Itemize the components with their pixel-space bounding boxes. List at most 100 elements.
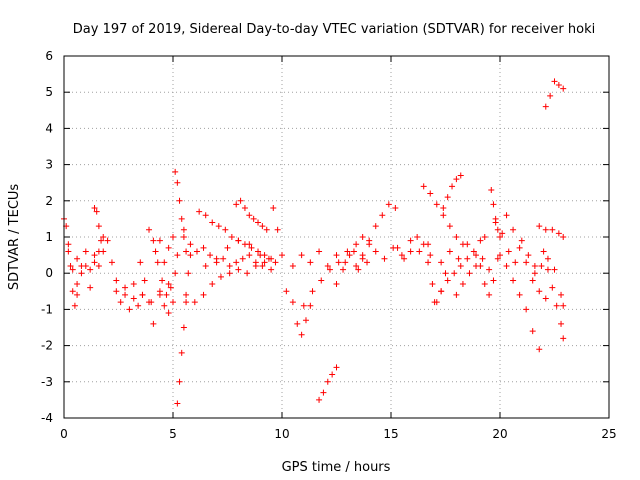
data-point [67, 262, 74, 269]
data-point [385, 201, 392, 208]
data-point [516, 244, 523, 251]
series-arc-31 [438, 234, 488, 266]
data-point [146, 299, 153, 306]
x-tick-label: 25 [601, 427, 616, 441]
data-point [551, 78, 558, 85]
data-point [174, 179, 181, 186]
data-point [74, 291, 81, 298]
data-point [222, 226, 229, 233]
series-arc-19 [289, 299, 314, 338]
data-point [555, 230, 562, 237]
data-point [444, 194, 451, 201]
data-point [69, 266, 76, 273]
data-point [69, 288, 76, 295]
data-point [176, 197, 183, 204]
data-point [95, 262, 102, 269]
data-point [477, 237, 484, 244]
data-point [512, 259, 519, 266]
data-point [555, 81, 562, 88]
data-point [255, 219, 262, 226]
data-point [505, 248, 512, 255]
series-arc-41 [542, 78, 567, 110]
x-tick-label: 0 [60, 427, 68, 441]
series-arc-16 [202, 237, 275, 273]
data-point [228, 234, 235, 240]
series-arc-06 [113, 277, 172, 306]
data-point [270, 205, 277, 212]
series-arc-18 [270, 205, 290, 295]
data-point [183, 291, 190, 298]
data-point [191, 299, 198, 306]
data-point [518, 237, 525, 244]
data-point [420, 241, 427, 248]
data-point [183, 299, 190, 306]
data-point [344, 248, 351, 255]
data-point [261, 259, 268, 266]
data-point [510, 277, 517, 284]
data-point [226, 270, 233, 277]
data-point [490, 277, 497, 284]
data-point [333, 281, 340, 288]
data-point [183, 248, 190, 255]
data-point [481, 281, 488, 288]
data-point [446, 248, 453, 255]
data-point [87, 266, 94, 273]
data-point [420, 183, 427, 190]
data-point [457, 172, 464, 179]
data-point [523, 306, 530, 313]
data-point [529, 328, 536, 335]
data-point [342, 259, 349, 266]
data-point [220, 255, 227, 262]
data-point [82, 262, 89, 269]
data-point [414, 234, 421, 240]
data-point [200, 291, 207, 298]
data-point [272, 259, 279, 266]
data-point [381, 255, 388, 262]
data-point [302, 317, 309, 324]
series-arc-40 [540, 248, 567, 342]
data-point [170, 299, 176, 306]
data-point [551, 266, 558, 273]
data-point [309, 288, 316, 295]
data-point [457, 262, 464, 269]
data-point [438, 259, 445, 266]
data-point [544, 266, 551, 273]
data-point [241, 205, 248, 212]
data-point [178, 215, 185, 222]
data-point [324, 378, 331, 385]
data-point [558, 291, 565, 298]
data-point [193, 248, 200, 255]
data-point [326, 266, 333, 273]
data-point [161, 259, 168, 266]
data-point [248, 244, 255, 251]
y-axis-label: SDTVAR / TECUs [7, 184, 22, 291]
data-point [239, 255, 246, 262]
data-point [82, 248, 89, 255]
series-arc-01 [61, 215, 81, 309]
data-point [494, 226, 501, 233]
data-point [350, 248, 357, 255]
series-arc-11 [172, 168, 190, 255]
data-point [122, 291, 129, 298]
series-arc-28 [425, 259, 449, 306]
data-point [427, 190, 434, 197]
data-point [440, 212, 447, 219]
data-point [307, 302, 314, 309]
data-point [542, 103, 549, 110]
data-point [268, 266, 275, 273]
data-point [459, 281, 466, 288]
data-point [150, 320, 157, 327]
series-arc-25 [355, 237, 432, 273]
x-tick-label: 10 [274, 427, 289, 441]
data-point [560, 85, 567, 92]
data-point [416, 248, 423, 255]
series-arc-36 [497, 252, 543, 353]
data-point [490, 201, 497, 208]
data-point [486, 291, 493, 298]
data-point [298, 252, 305, 259]
data-point [244, 270, 251, 277]
data-point [560, 234, 567, 240]
data-point [494, 255, 501, 262]
y-tick-label: 2 [45, 194, 53, 208]
data-point [146, 226, 153, 233]
